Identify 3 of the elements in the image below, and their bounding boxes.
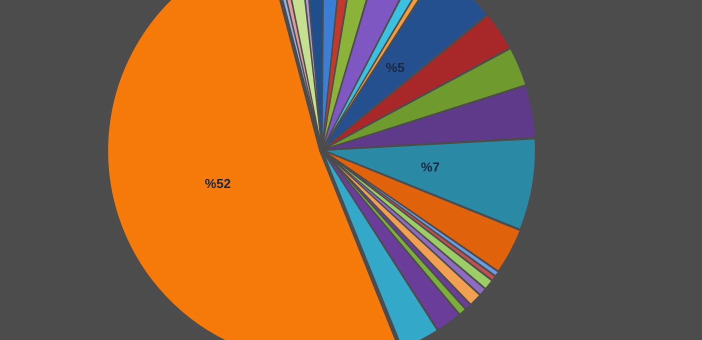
data-label: %52 [204, 176, 231, 192]
data-label: %7 [420, 160, 440, 175]
data-label: %5 [386, 60, 405, 75]
